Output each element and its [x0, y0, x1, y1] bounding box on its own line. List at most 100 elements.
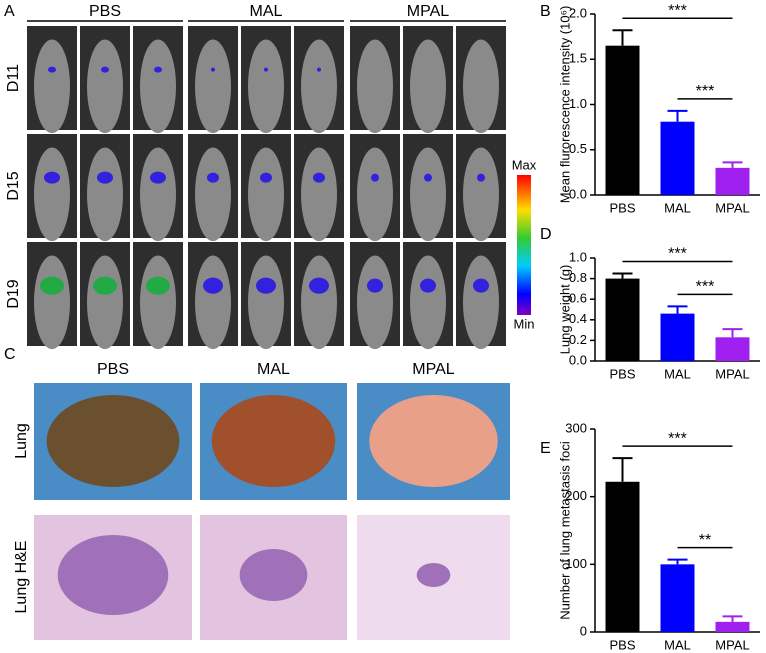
bar	[660, 564, 695, 632]
y-tick-label: 0.0	[569, 352, 587, 367]
row-label: Lung	[13, 423, 30, 459]
row-label: Lung H&E	[13, 541, 30, 614]
y-tick-label: 300	[565, 420, 587, 435]
group-label: MPAL	[412, 361, 454, 378]
x-tick-label: PBS	[609, 366, 635, 381]
tissue	[416, 563, 451, 587]
x-tick-label: MPAL	[715, 200, 749, 215]
mouse-body	[34, 255, 70, 350]
mouse-body	[195, 255, 231, 350]
y-tick-label: 0.8	[569, 270, 587, 285]
bar	[715, 621, 750, 632]
panel-label: E	[540, 440, 551, 457]
colorbar	[517, 175, 531, 315]
group-label: MPAL	[407, 3, 449, 20]
signal	[97, 171, 113, 184]
bar	[605, 481, 640, 632]
mouse-body	[463, 39, 499, 134]
x-tick-label: MPAL	[715, 366, 749, 381]
day-label: D15	[5, 171, 22, 200]
panel-label: B	[540, 3, 551, 20]
signal	[473, 278, 489, 293]
x-tick-label: MAL	[664, 366, 691, 381]
y-tick-label: 0.4	[569, 311, 587, 326]
x-tick-label: MAL	[664, 637, 691, 652]
bar	[660, 121, 695, 195]
x-tick-label: MAL	[664, 200, 691, 215]
signal	[309, 277, 329, 294]
x-tick-label: PBS	[609, 200, 635, 215]
signal	[48, 66, 56, 73]
y-axis-label: Mean flurorescence intensity (10⁶)	[557, 6, 572, 204]
bar	[605, 45, 640, 195]
x-tick-label: PBS	[609, 637, 635, 652]
mouse-body	[357, 147, 393, 242]
mouse-body	[248, 39, 284, 134]
y-tick-label: 1.0	[569, 96, 587, 111]
mouse-body	[248, 255, 284, 350]
bar	[715, 167, 750, 195]
signal	[146, 276, 170, 295]
signal	[256, 277, 276, 294]
y-tick-label: 0.5	[569, 141, 587, 156]
y-tick-label: 0.0	[569, 186, 587, 201]
mouse-body	[410, 255, 446, 350]
mouse-body	[410, 147, 446, 242]
signal	[207, 172, 219, 183]
significance-label: ***	[668, 246, 687, 263]
mouse-body	[87, 39, 123, 134]
group-label: MAL	[250, 3, 283, 20]
group-label: MAL	[257, 361, 290, 378]
mouse-body	[410, 39, 446, 134]
y-axis-label: Number of lung metastasis foci	[557, 441, 572, 620]
mouse-body	[463, 255, 499, 350]
signal	[313, 172, 325, 183]
signal	[420, 278, 436, 293]
bar	[605, 278, 640, 361]
tissue	[239, 549, 308, 601]
y-tick-label: 1.0	[569, 249, 587, 264]
mouse-body	[301, 147, 337, 242]
colorbar-max: Max	[512, 157, 537, 172]
signal	[424, 173, 432, 182]
mouse-body	[140, 255, 176, 350]
mouse-body	[463, 147, 499, 242]
mouse-body	[140, 147, 176, 242]
mouse-body	[248, 147, 284, 242]
y-axis-label: Lung weight (g)	[557, 265, 572, 355]
colorbar-min: Min	[514, 316, 535, 331]
mouse-body	[87, 255, 123, 350]
signal	[211, 67, 215, 72]
signal	[264, 67, 268, 72]
y-tick-label: 0.6	[569, 291, 587, 306]
y-tick-label: 200	[565, 488, 587, 503]
panel-label: A	[4, 3, 15, 20]
tissue	[57, 535, 169, 615]
panel-label: D	[540, 226, 552, 243]
bar	[715, 337, 750, 361]
y-tick-label: 0	[580, 623, 587, 638]
signal	[367, 278, 383, 293]
signal	[317, 67, 321, 72]
panel-label: C	[4, 346, 16, 363]
signal	[93, 276, 117, 295]
signal	[203, 277, 223, 294]
significance-label: **	[699, 532, 711, 549]
mouse-body	[301, 39, 337, 134]
significance-label: ***	[668, 3, 687, 20]
bar	[660, 313, 695, 361]
group-label: PBS	[97, 361, 129, 378]
signal	[371, 173, 379, 182]
signal	[260, 172, 272, 183]
signal	[101, 66, 109, 73]
mouse-body	[357, 39, 393, 134]
signal	[150, 171, 166, 184]
y-tick-label: 0.2	[569, 332, 587, 347]
x-tick-label: MPAL	[715, 637, 749, 652]
day-label: D19	[5, 279, 22, 308]
y-tick-label: 1.5	[569, 51, 587, 66]
mouse-body	[301, 255, 337, 350]
group-label: PBS	[89, 3, 121, 20]
y-tick-label: 2.0	[569, 5, 587, 20]
